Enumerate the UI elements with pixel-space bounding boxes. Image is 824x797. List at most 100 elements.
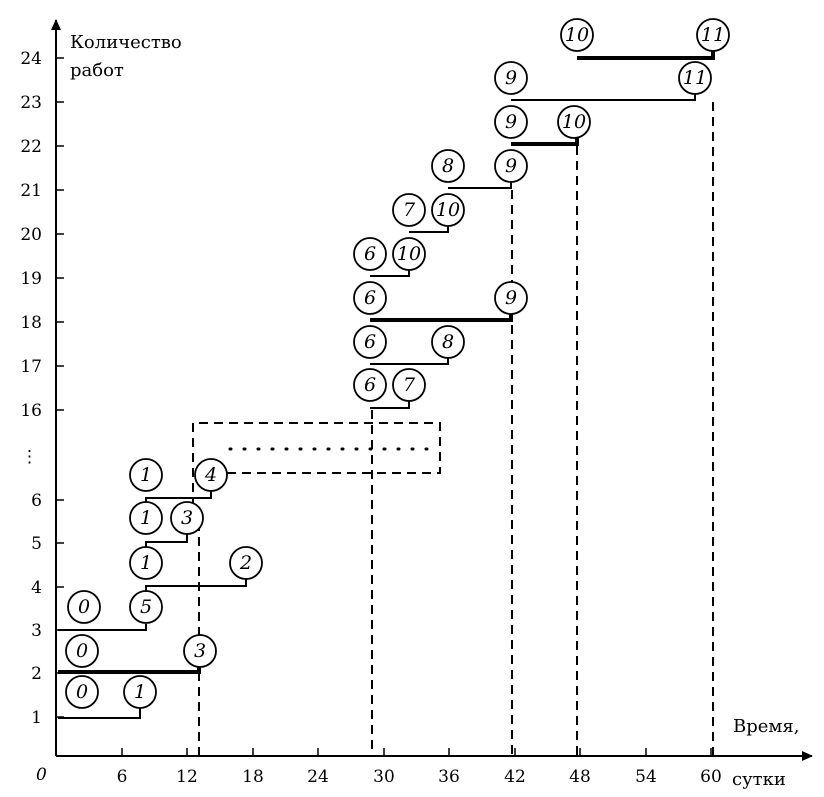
x-tick-label: 42 [504,767,526,787]
event-node-label: 0 [78,596,90,618]
event-node-circle [494,105,528,139]
event-node: 1 [129,458,163,492]
y-axis-title-line-2: работ [70,60,124,81]
y-tick-label: 18 [20,313,42,333]
event-node-circle [353,325,387,359]
event-node: 10 [431,193,465,227]
event-node: 5 [129,590,163,624]
event-node-circle [494,149,528,183]
event-node-circle [678,61,712,95]
event-node-circle [392,193,426,227]
event-node-circle [431,193,465,227]
work-bar-critical [577,50,715,60]
event-node: 8 [431,149,465,183]
event-node: 1 [129,501,163,535]
event-node-circle [123,675,157,709]
work-bar [370,356,449,365]
event-node-circle [353,368,387,402]
event-node-circle [431,149,465,183]
event-node-circle [67,590,101,624]
event-node-circle [560,18,594,52]
event-node-label: 3 [194,640,206,662]
event-node-circle [431,325,465,359]
event-node-label: 10 [562,111,586,133]
y-tick-label: 6 [31,491,42,511]
event-node-circle [229,546,263,580]
event-node-circle [129,546,163,580]
y-tick-label: 22 [20,137,42,157]
event-node-label: 9 [505,287,517,309]
y-tick-label: 23 [20,93,42,113]
y-tick-label: 2 [31,664,42,684]
x-tick-label: 24 [307,767,329,787]
x-tick-label: 60 [700,767,722,787]
event-node: 8 [431,325,465,359]
event-node: 9 [494,149,528,183]
event-node-circle [494,281,528,315]
event-node: 6 [353,281,387,315]
x-axis-title-line-2: сутки [732,769,786,790]
event-node-circle [129,590,163,624]
event-node-circle [353,237,387,271]
event-node: 9 [494,281,528,315]
x-tick-label: 12 [176,767,198,787]
event-node-label: 1 [140,507,152,529]
event-node: 10 [560,18,594,52]
y-tick-label: 19 [20,269,42,289]
x-axis-title-line-1: Время, [733,716,799,737]
event-node-label: 9 [505,111,517,133]
x-tick-label: 54 [635,767,657,787]
event-node-label: 6 [364,374,376,396]
event-node: 1 [123,675,157,709]
event-node: 11 [678,61,712,95]
event-node-circle [392,237,426,271]
x-tick-label: 48 [569,767,591,787]
event-node: 7 [392,193,426,227]
event-node-label: 3 [181,507,193,529]
event-node: 4 [194,458,228,492]
event-node: 6 [353,368,387,402]
event-node-circle [353,281,387,315]
event-node-label: 11 [701,24,725,46]
x-tick-label: 36 [438,767,460,787]
event-node: 10 [392,237,426,271]
origin-label: 0 [36,765,47,785]
event-node: 0 [67,590,101,624]
event-node: 11 [696,18,730,52]
y-axis-break: ⋮ [21,447,38,467]
work-bar [58,706,141,719]
event-node-label: 2 [239,552,252,574]
y-tick-label: 3 [31,621,42,641]
event-node-circle [194,458,228,492]
event-node-label: 4 [204,464,217,486]
event-node: 0 [65,634,99,668]
y-tick-label: 16 [20,401,42,421]
work-bar-critical [370,312,513,322]
omitted-region-outline [192,422,441,522]
event-node: 6 [353,237,387,271]
event-node-label: 8 [442,155,454,177]
y-ticks: 1 2 3 4 5 6 ⋮ 16 17 18 19 20 21 22 23 24 [20,49,64,728]
event-node: 2 [229,546,263,580]
event-node-circle [129,501,163,535]
event-nodes: 0 1 0 3 0 5 1 2 1 3 1 4 6 7 6 8 6 9 6 10… [65,18,730,709]
work-bar-critical [511,136,579,146]
event-node-circle [129,458,163,492]
event-node-circle [557,105,591,139]
event-node-circle [65,634,99,668]
y-tick-label: 17 [20,357,42,377]
event-node-label: 6 [364,243,376,265]
event-node: 1 [129,546,163,580]
event-node-circle [183,634,217,668]
event-node: 3 [183,634,217,668]
y-axis-title-line-1: Количество [70,32,182,53]
y-tick-label: 24 [20,49,42,69]
event-node-label: 9 [505,155,517,177]
y-tick-label: 20 [20,225,42,245]
y-tick-label: 5 [31,534,42,554]
event-node: 0 [65,675,99,709]
y-tick-label: 4 [31,578,42,598]
event-node-label: 1 [134,681,146,703]
y-tick-label: 21 [20,181,42,201]
